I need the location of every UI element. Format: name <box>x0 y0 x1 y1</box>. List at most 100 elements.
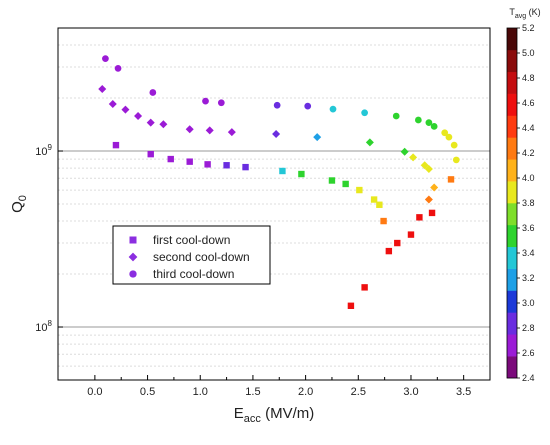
data-point-diamond <box>227 128 236 137</box>
data-point-square <box>361 284 368 291</box>
data-point-diamond <box>121 105 130 114</box>
colorbar-tick-label: 2.4 <box>522 373 535 383</box>
colorbar-segment <box>507 181 517 204</box>
colorbar-segment <box>507 159 517 182</box>
data-point-square <box>342 180 349 188</box>
data-point-diamond <box>134 112 143 121</box>
x-tick-label: 2.5 <box>351 386 366 398</box>
data-point-circle <box>441 129 449 137</box>
legend-marker-diamond <box>128 252 138 262</box>
colorbar-tick-label: 2.8 <box>522 323 535 333</box>
data-point-square <box>447 176 455 183</box>
legend: first cool-down second cool-down third coo… <box>112 225 271 285</box>
x-tick-label: 3.0 <box>403 386 418 398</box>
x-axis-title: Eacc (MV/m) <box>234 405 314 425</box>
data-point-circle <box>329 105 337 113</box>
colorbar-segment <box>507 224 517 248</box>
data-point-diamond <box>108 99 117 108</box>
x-tick-label: 1.5 <box>245 386 260 398</box>
data-point-diamond <box>430 183 439 192</box>
x-tick-label: 2.0 <box>298 386 313 398</box>
data-point-circle <box>445 133 453 141</box>
colorbar-tick-label: 2.6 <box>522 348 535 358</box>
y-tick-label: 109 <box>35 143 52 158</box>
colorbar-tick-label: 4.8 <box>522 73 535 83</box>
y-axis-title: Q0 <box>9 195 29 213</box>
data-point-diamond <box>400 147 409 156</box>
colorbar-title: Tavg (K) <box>509 7 540 20</box>
colorbar-tick-label: 3.8 <box>522 198 535 208</box>
data-point-circle <box>217 99 225 107</box>
colorbar-segment <box>507 93 517 116</box>
colorbar-segment <box>507 356 517 379</box>
data-point-square <box>112 141 120 149</box>
data-point-diamond <box>185 125 194 134</box>
data-point-circle <box>430 123 438 130</box>
legend-label: first cool-down <box>153 233 230 247</box>
colorbar-tick-label: 4.0 <box>522 173 535 183</box>
data-point-square <box>416 214 423 221</box>
data-point-square <box>328 177 336 184</box>
data-point-square <box>394 239 401 247</box>
grid-layer <box>58 44 490 367</box>
data-point-square <box>204 161 211 168</box>
colorbar-tick-label: 3.6 <box>522 223 535 233</box>
data-point-square <box>242 163 249 171</box>
x-tick-label: 1.0 <box>193 386 208 398</box>
colorbar-segment <box>507 290 517 313</box>
data-point-diamond <box>313 133 322 142</box>
data-point-diamond <box>205 126 214 135</box>
colorbar-tick-label: 3.4 <box>522 248 535 258</box>
data-point-circle <box>102 55 109 62</box>
data-point-square <box>428 209 436 217</box>
data-point-square <box>356 186 363 194</box>
colorbar-tick-label: 3.2 <box>522 273 535 283</box>
data-point-square <box>376 201 383 208</box>
colorbar-tick-label: 4.4 <box>522 123 535 133</box>
x-tick-label: 3.5 <box>456 386 471 398</box>
data-point-square <box>385 247 393 255</box>
data-point-diamond <box>272 129 281 138</box>
data-point-circle <box>149 89 157 96</box>
colorbar-segment <box>507 49 517 73</box>
colorbar-segment <box>507 28 517 51</box>
data-point-diamond <box>409 153 418 162</box>
colorbar-segment <box>507 334 517 357</box>
data-point-diamond <box>424 195 433 204</box>
data-point-circle <box>452 156 460 164</box>
data-point-square <box>167 155 174 163</box>
legend-box <box>112 225 271 285</box>
colorbar-tick-label: 4.6 <box>522 98 535 108</box>
data-point-diamond <box>424 165 433 174</box>
data-point-square <box>298 170 305 178</box>
colorbar-tick-label: 5.2 <box>522 23 535 33</box>
data-point-square <box>407 231 415 238</box>
data-point-circle <box>425 119 433 126</box>
colorbar-tick-label: 4.2 <box>522 148 535 158</box>
colorbar-segment <box>507 203 517 226</box>
legend-label: second cool-down <box>153 250 250 264</box>
colorbar-segment <box>507 246 517 269</box>
legend-marker-square <box>129 236 137 244</box>
data-point-square <box>147 150 154 158</box>
axes-layer: 0.0 0.5 1.0 1.5 2.0 2.5 3.0 3.5 108 109 Eacc (MV/m… <box>9 27 491 425</box>
y-tick-label: 108 <box>35 319 52 334</box>
data-point-circle <box>450 141 458 149</box>
x-tick-label: 0.5 <box>140 386 155 398</box>
data-point-circle <box>114 64 122 72</box>
data-point-circle <box>304 102 312 110</box>
points-layer <box>98 55 460 309</box>
data-point-square <box>370 196 378 203</box>
data-point-square <box>279 167 286 175</box>
legend-marker-circle <box>129 270 137 278</box>
colorbar-segment <box>507 71 517 94</box>
colorbar-segment <box>507 268 517 291</box>
colorbar-tick-label: 3.0 <box>522 298 535 308</box>
data-point-circle <box>273 101 281 109</box>
colorbar: 2.4 2.6 2.8 3.0 3.2 3.4 3.6 3.8 4.0 4.2 4.4 4.6 4.8 5… <box>506 7 541 383</box>
data-point-circle <box>392 112 400 120</box>
data-point-square <box>347 302 355 309</box>
data-point-diamond <box>159 120 168 129</box>
data-point-diamond <box>365 138 374 147</box>
